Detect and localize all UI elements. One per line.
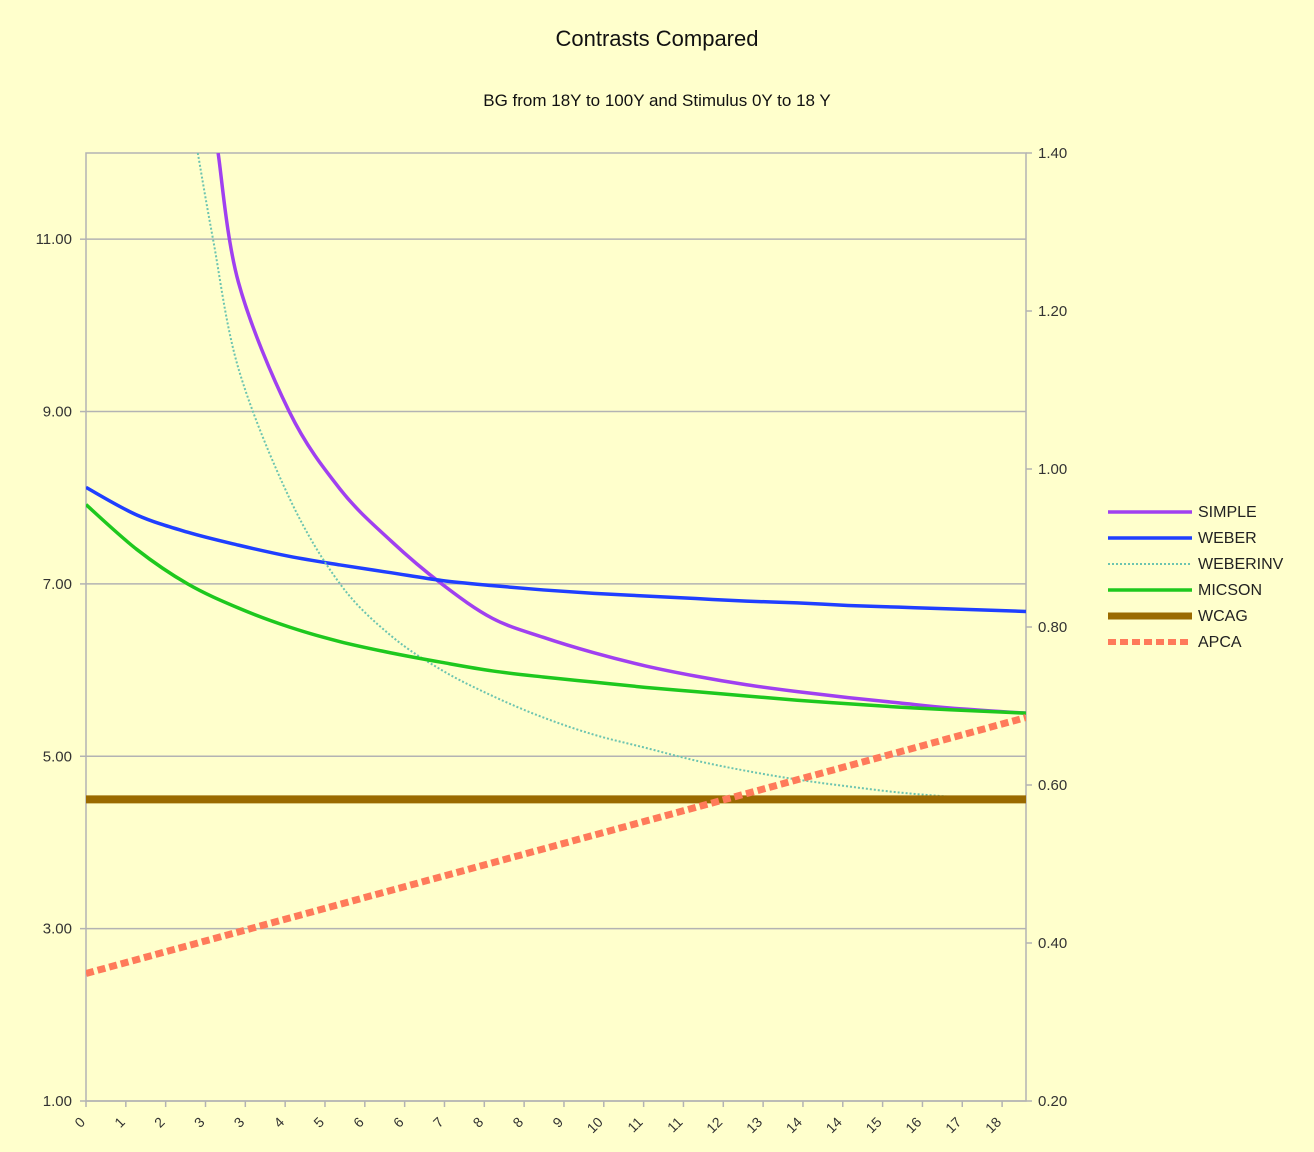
legend-label-weberinv: WEBERINV [1198,556,1284,573]
x-tick-label: 9 [549,1114,566,1131]
x-tick-label: 1 [111,1114,128,1131]
legend-label-wcag: WCAG [1198,608,1248,625]
y-right-tick-label: 0.80 [1038,619,1067,636]
x-tick-label: 2 [151,1114,168,1131]
x-tick-label: 3 [191,1114,208,1131]
y-left-tick-label: 3.00 [43,921,72,938]
x-tick-label: 10 [584,1114,606,1136]
x-tick-label: 11 [664,1114,686,1136]
plot-frame [85,152,1027,1102]
y-right-tick-label: 1.40 [1038,145,1067,162]
x-tick-label: 17 [942,1114,964,1136]
series-lines [86,153,1026,977]
series-line-simple [216,153,1026,715]
legend-label-micson: MICSON [1198,582,1262,599]
y-right-tick-label: 0.60 [1038,777,1067,794]
x-tick-label: 5 [310,1114,327,1131]
series-line-weberinv [196,153,950,798]
legend-label-weber: WEBER [1198,530,1257,547]
x-tick-label: 18 [982,1114,1004,1136]
x-tick-label: 0 [71,1114,88,1131]
x-tick-label: 6 [350,1114,367,1131]
y-left-tick-label: 11.00 [36,231,72,248]
x-tick-label: 16 [902,1114,924,1136]
series-line-weber [86,485,1026,614]
y-right-tick-label: 1.20 [1038,303,1067,320]
chart-title: Contrasts Compared [556,26,759,51]
x-tick-label: 11 [624,1114,646,1136]
x-tick-label: 6 [390,1114,407,1131]
x-tick-label: 3 [231,1114,248,1131]
y-left-tick-label: 9.00 [43,404,72,421]
x-tick-label: 12 [703,1114,725,1136]
y-left-tick-label: 5.00 [43,748,72,765]
grid [85,152,1027,1102]
y-left-tick-label: 1.00 [43,1093,72,1110]
x-tick-label: 8 [509,1114,526,1131]
series-line-apca [86,714,1026,977]
y-right-tick-label: 1.00 [1038,461,1067,478]
x-tick-label: 14 [783,1114,805,1136]
y-left-tick-label: 7.00 [43,576,72,593]
x-tick-label: 14 [823,1114,845,1136]
y-right-tick-label: 0.40 [1038,935,1067,952]
x-tick-label: 8 [470,1114,487,1131]
legend: SIMPLE WEBER WEBERINV MICSON WCAG APCA [1108,504,1284,651]
x-tick-label: 13 [743,1114,765,1136]
series-line-micson [86,503,1026,715]
chart-subtitle: BG from 18Y to 100Y and Stimulus 0Y to 1… [483,91,830,110]
y-right-tick-label: 0.20 [1038,1093,1067,1110]
x-tick-label: 15 [862,1114,884,1136]
legend-label-apca: APCA [1198,634,1242,651]
legend-label-simple: SIMPLE [1198,504,1257,521]
x-tick-label: 4 [270,1114,287,1131]
x-tick-label: 7 [430,1114,447,1131]
